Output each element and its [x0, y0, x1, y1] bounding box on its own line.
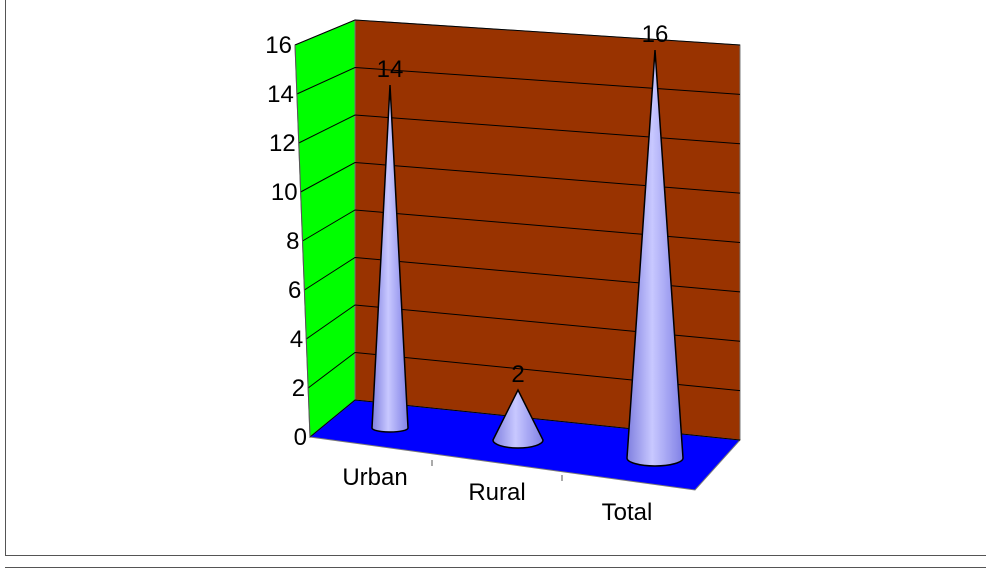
y-tick-label: 8 [286, 228, 299, 255]
cone-body [371, 84, 409, 433]
grid-line [300, 161, 741, 194]
grid-line [309, 399, 741, 441]
grid-line [302, 209, 741, 243]
y-tick-label: 14 [267, 81, 294, 108]
y-tick-label: 12 [269, 130, 296, 157]
y-tick-label: 6 [288, 277, 301, 304]
y-tick-label: 2 [292, 375, 305, 402]
back-wall [354, 19, 741, 441]
x-tick-label: Total [602, 499, 653, 526]
y-tick-label: 10 [271, 179, 298, 206]
data-label: 14 [377, 56, 404, 83]
y-tick-label: 16 [265, 32, 292, 59]
data-label: 2 [511, 361, 524, 388]
y-axis [294, 44, 311, 438]
y-tick-label: 4 [290, 326, 303, 353]
grid-line [296, 66, 741, 95]
cone [492, 388, 544, 449]
cone-body [492, 388, 544, 449]
data-label: 16 [642, 21, 669, 48]
cone-body [626, 49, 684, 467]
grid-line [298, 114, 741, 145]
x-tick-label: Urban [342, 464, 407, 491]
grid-line [304, 256, 741, 293]
x-tick-label: Rural [468, 479, 525, 506]
grid-line [307, 351, 741, 392]
y-tick-label: 0 [294, 424, 307, 451]
cone [626, 49, 684, 467]
grid-line [294, 19, 741, 46]
grid-line [305, 304, 741, 342]
cone [371, 84, 409, 433]
